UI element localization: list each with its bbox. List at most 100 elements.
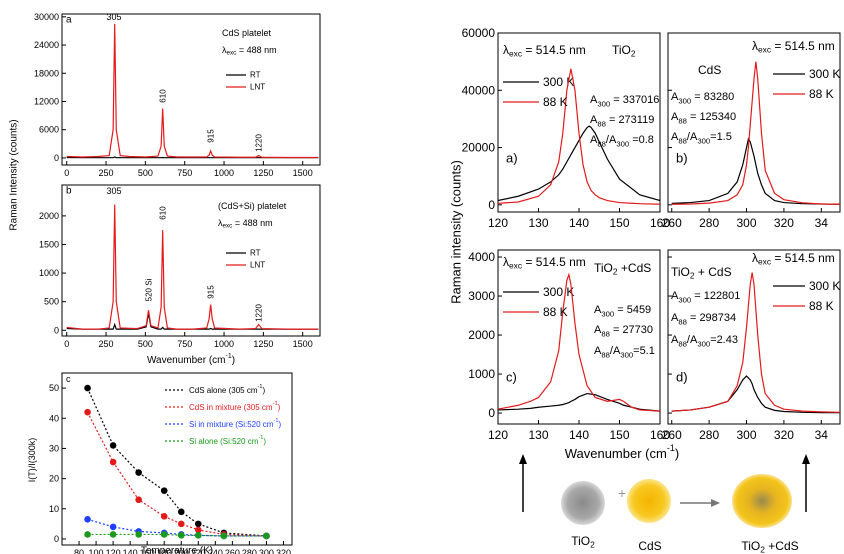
annotation: A88 = 273119 [590,114,654,128]
series-line [87,533,267,537]
series-line [66,23,319,159]
text-part: Si in mixture (Si:520 cm [189,420,274,429]
y-tick-label: 30 [49,443,59,453]
x-tick-label: 260 [662,428,682,442]
annotation: c [66,374,71,384]
text-part: λ [503,43,509,57]
legend-label: 300 K [543,285,574,299]
text-part: = 514.5 nm [771,251,835,265]
legend-label: LNT [250,83,265,92]
text-part: A [590,134,598,146]
text-part: 300 [616,139,629,148]
annotation: TiO2 + CdS [671,265,732,281]
text-part: = 488 nm [236,45,276,55]
data-point [177,508,185,516]
text-part: A [671,290,679,302]
plot-frame [667,249,841,425]
text-part: 88 [678,136,687,145]
x-tick-label: 160 [650,216,670,230]
text-part: = 273119 [606,114,654,126]
series-line [671,137,840,205]
series-line [671,272,840,413]
text-part: exc [758,45,771,55]
data-point [160,513,168,520]
y-tick-label: 4000 [468,250,495,264]
annotation: A88/A300=5.1 [594,345,655,359]
text-part: /A [606,134,617,146]
text-part: λ [752,251,758,265]
text-part: A [590,94,598,106]
x-axis-label: Temperature (K) [141,546,213,554]
annotation: λexc = 514.5 nm [503,43,586,59]
data-point [84,516,91,523]
x-tick-label: 1250 [253,339,273,349]
y-tick-label: 2000 [468,328,495,342]
y-tick-label: 1500 [39,239,59,249]
annotation: a [66,15,72,26]
y-tick-label: 6000 [39,125,59,135]
x-tick-label: 750 [177,339,192,349]
y-tick-label: 20 [49,474,59,484]
x-tick-label: 0 [64,168,69,178]
annotation: 915 [207,285,216,299]
annotation: TiO2 +CdS [594,261,651,277]
chart-panel: 0 250 500 750 1000 1250 1500 0 500 1000 1500 2000 RT… [39,184,321,366]
text-part: λ [503,255,509,269]
x-axis-label: Wavenumber (cm-1) [565,443,680,461]
text-part: = 122801 [691,290,740,302]
text-part: TiO [671,265,690,279]
text-part: 88 [678,116,687,125]
x-tick-label: 250 [99,168,114,178]
text-part: 2 [631,49,636,59]
x-tick-label: 160 [650,428,670,442]
annotation: 610 [159,206,168,220]
y-axis-label: Raman intensity (counts) [449,160,464,304]
annotation: A88 = 125340 [671,111,736,125]
text-part: 88 [597,139,606,148]
text-part: = 83280 [691,91,734,103]
cds-particle [627,479,671,523]
x-tick-label: 300 [737,428,757,442]
x-axis-label: Wavenumber (cm-1) [147,353,235,366]
text-part: -1 [273,418,278,424]
chart-panel: 260 280 300 320 34 300 K 88 K CdS λexc = 514.5 n… [662,32,841,230]
text-part: /A [687,334,698,346]
text-part: -1 [667,443,675,453]
text-part: ) [262,386,265,395]
x-tick-label: 320 [276,548,291,554]
annotation: 305 [106,186,121,196]
legend-label: CdS alone (305 cm-1) [189,384,265,395]
text-part: ) [232,355,235,366]
text-part: CdS alone (305 cm [189,386,258,395]
x-tick-label: 140 [123,548,138,554]
chart-panel: 120 130 140 150 160 0 20000 40000 60000 300 K 88 K… [449,26,671,304]
x-tick-label: 260 [662,216,682,230]
arrow-head [519,454,527,464]
text-part: A [671,91,679,103]
annotation: b) [676,151,688,166]
text-part: A [594,304,602,316]
x-tick-label: 280 [699,428,719,442]
x-tick-label: 1500 [293,168,313,178]
x-tick-label: 1000 [214,339,234,349]
series-line [87,387,267,537]
text-part: ) [263,437,266,446]
x-tick-label: 130 [528,216,548,230]
legend-label: 88 K [809,299,834,313]
text-part: 300 [678,96,691,105]
y-tick-label: 40000 [462,83,496,97]
text-part: A [671,312,679,324]
annotation: 1220 [255,134,264,152]
text-part: ) [278,420,281,429]
text-part: =1.5 [710,131,732,143]
annotation: 915 [207,129,216,143]
text-part: 300 [697,136,710,145]
annotation: 610 [159,89,168,103]
annotation: λexc = 514.5 nm [503,255,586,271]
data-point [84,531,91,538]
legend-label: RT [250,71,261,80]
text-part: 300 [601,309,614,318]
text-part: =2.43 [710,334,738,346]
text-part: A [671,334,679,346]
